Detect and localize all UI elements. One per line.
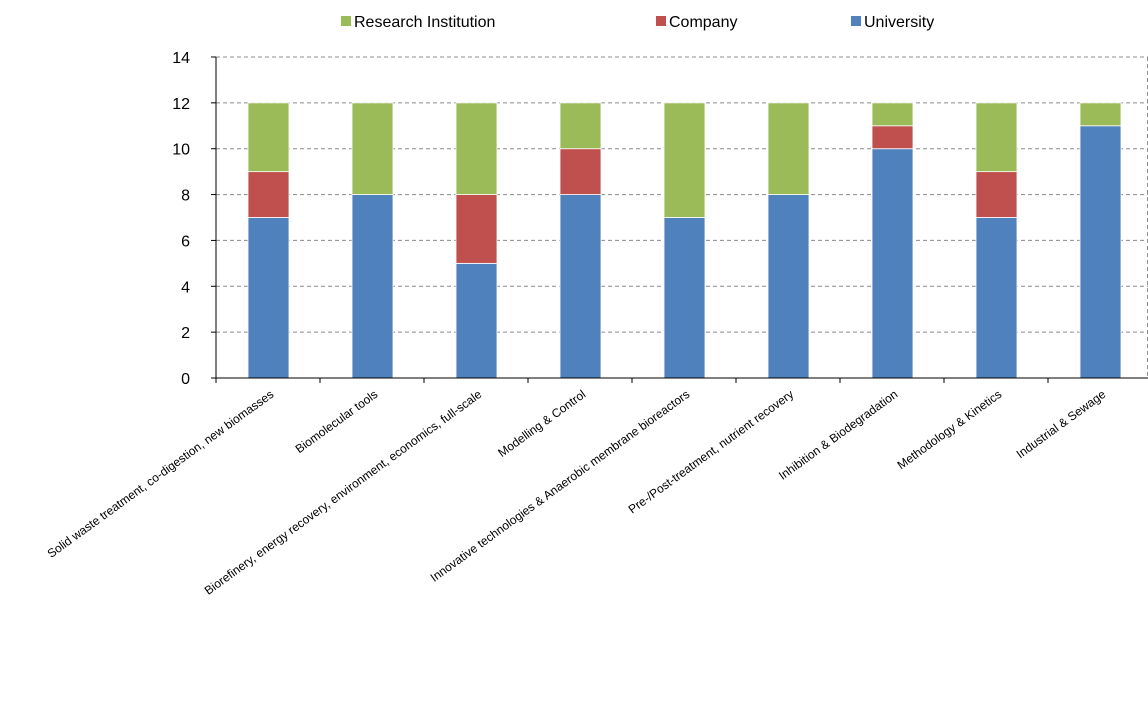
- bar-segment-university: [767, 194, 810, 379]
- x-category-label: Modelling & Control: [495, 387, 588, 460]
- bar-segment-company: [247, 171, 290, 218]
- y-tick-label: 8: [181, 188, 190, 205]
- y-tick-label: 6: [181, 233, 190, 250]
- legend-item: Research Institution: [341, 14, 495, 31]
- bar-segment-research-institution: [767, 102, 810, 195]
- legend-item: University: [851, 14, 934, 31]
- bar-segment-university: [455, 262, 498, 379]
- legend-label: Research Institution: [354, 14, 495, 31]
- bar-segment-company: [975, 171, 1018, 218]
- bar-segment-research-institution: [455, 102, 498, 195]
- bar-segment-company: [871, 125, 914, 150]
- bar-segment-university: [559, 194, 602, 379]
- x-category-label: Pre-/Post-treatment, nutrient recovery: [626, 387, 797, 516]
- legend-label: Company: [669, 14, 737, 31]
- y-tick-label: 0: [181, 371, 190, 388]
- bar-segment-university: [1079, 125, 1122, 379]
- bar-segment-university: [663, 217, 706, 379]
- bar-segment-research-institution: [247, 102, 290, 173]
- y-tick-label: 10: [172, 142, 190, 159]
- bar-segment-research-institution: [351, 102, 394, 195]
- bar-segment-research-institution: [975, 102, 1018, 173]
- bar-segment-university: [975, 217, 1018, 379]
- x-category-labels: Solid waste treatment, co-digestion, new…: [45, 387, 1109, 598]
- y-tick-label: 14: [172, 50, 190, 67]
- bar-segment-university: [247, 217, 290, 379]
- legend-swatch: [656, 16, 666, 26]
- bar-segment-company: [455, 194, 498, 264]
- bar-segment-research-institution: [1079, 102, 1122, 127]
- y-tick-labels: 0 2 4 6 8 10 12 14: [172, 50, 190, 388]
- x-category-label: Methodology & Kinetics: [895, 387, 1005, 472]
- legend-swatch: [341, 16, 351, 26]
- bar-segment-research-institution: [871, 102, 914, 127]
- legend-swatch: [851, 16, 861, 26]
- y-tick-label: 12: [172, 96, 190, 113]
- y-tick-label: 2: [181, 325, 190, 342]
- x-category-label: Biomolecular tools: [293, 387, 381, 456]
- y-tick-label: 4: [181, 279, 190, 296]
- x-category-label: Solid waste treatment, co-digestion, new…: [45, 387, 277, 561]
- bar-segment-research-institution: [663, 102, 706, 218]
- bar-segment-company: [559, 148, 602, 195]
- bar-segment-university: [871, 148, 914, 379]
- x-category-label: Inhibition & Biodegradation: [776, 387, 900, 483]
- bar-segment-university: [351, 194, 394, 379]
- axes: [211, 56, 1148, 383]
- legend-item: Company: [656, 14, 737, 31]
- bars: [247, 102, 1122, 379]
- legend-label: University: [864, 14, 934, 31]
- bar-segment-research-institution: [559, 102, 602, 150]
- x-category-label: Industrial & Sewage: [1014, 387, 1109, 461]
- legend: Research Institution Company University: [341, 14, 934, 31]
